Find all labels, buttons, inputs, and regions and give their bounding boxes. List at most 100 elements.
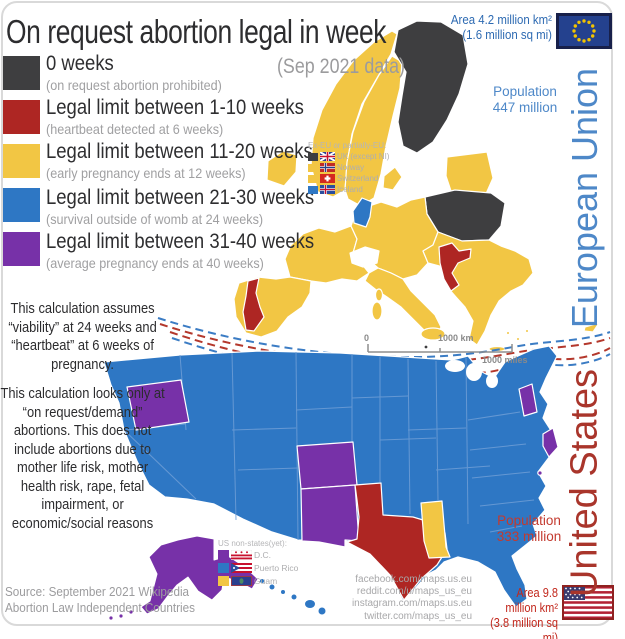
uk-label: UK (except NI) (337, 152, 390, 161)
region-portugal (242, 277, 265, 332)
note-viability: This calculation assumes “viability” at … (8, 300, 157, 373)
switzerland-swatch (308, 174, 318, 183)
social-instagram: instagram.com/maps.us.eu (351, 598, 472, 610)
legend-label-21-30: Legal limit between 21-30 weeks (46, 186, 315, 209)
region-denmark (382, 166, 403, 191)
guam-label: Guam (254, 576, 278, 586)
region-finland (393, 20, 469, 154)
legend-swatch-31-40 (3, 232, 40, 266)
page-subtitle: (Sep 2021 data) (276, 55, 405, 78)
region-hawaii (260, 579, 326, 615)
legend-swatch-1-10 (3, 100, 40, 134)
us-flag-icon (562, 585, 614, 620)
source-note: Source: September 2021 Wikipedia Abortio… (5, 584, 195, 616)
region-malta (423, 344, 429, 350)
puerto-rico-swatch (218, 563, 229, 573)
legend-caption-31-40: (average pregnancy ends at 40 weeks) (46, 255, 264, 271)
page-title: On request abortion legal in week (6, 13, 387, 50)
region-dc (537, 470, 543, 476)
guam-flag-icon (231, 576, 252, 586)
us-map (103, 345, 559, 620)
legend-label-0-weeks: 0 weeks (46, 52, 114, 75)
eu-population-value: 447 million (492, 100, 558, 115)
norway-swatch (308, 163, 318, 172)
legend-caption-0-weeks: (on request abortion prohibited) (46, 77, 222, 93)
legend-caption-11-20: (early pregnancy ends at 12 weeks) (46, 165, 246, 181)
puerto-rico-label: Puerto Rico (254, 563, 299, 573)
social-links: facebook.com/maps.us.eu reddit.com/u/map… (350, 574, 472, 623)
scale-miles-label: 1000 miles (482, 355, 528, 365)
eu-area: Area 4.2 million km² (1.6 million sq mi) (436, 12, 552, 42)
us-sub-row-puerto-rico: Puerto Rico (218, 563, 298, 573)
region-greek-island (505, 330, 511, 336)
eu-sub-row-uk: UK (except NI) (308, 152, 389, 161)
us-area: Area 9.8 million km² (3.8 million sq mi) (484, 586, 558, 639)
norway-label: Norway (337, 163, 365, 172)
us-sub-legend: US non-states(yet): D.C. Puerto Rico (218, 539, 338, 586)
us-area-line1: Area 9.8 million km² (505, 586, 558, 615)
eu-sub-row-switzerland: Switzerland (308, 174, 378, 183)
region-greek-island (515, 336, 521, 342)
dc-swatch (218, 550, 229, 560)
scale-zero-label: 0 (364, 333, 370, 343)
eu-sub-legend-title: Ex-EU or partially-EU: (308, 141, 387, 150)
scale-bar (367, 344, 513, 353)
region-new-jersey (542, 427, 559, 458)
region-oregon (126, 379, 190, 431)
iceland-label: Iceland (337, 185, 363, 194)
legend-label-11-20: Legal limit between 11-20 weeks (46, 140, 313, 163)
switzerland-label: Switzerland (337, 174, 379, 183)
guam-swatch (218, 576, 229, 586)
us-sub-row-guam: Guam (218, 576, 277, 586)
us-population: Population 333 million (494, 513, 564, 545)
region-switzerland-hole (349, 246, 380, 268)
social-twitter: twitter.com/maps_us_eu (364, 610, 472, 622)
dc-flag-icon (231, 550, 252, 560)
us-sub-legend-title: US non-states(yet): (218, 539, 287, 548)
region-colorado (296, 441, 358, 490)
region-vermont (518, 383, 538, 417)
norway-flag-icon (320, 163, 335, 172)
region-cyprus (583, 322, 600, 333)
region-texas (346, 482, 448, 601)
region-corsica (374, 288, 384, 302)
us-area-line2: (3.8 million sq mi) (490, 616, 558, 639)
legend-swatch-21-30 (3, 188, 40, 222)
dc-label: D.C. (254, 550, 271, 560)
social-facebook: facebook.com/maps.us.eu (355, 574, 472, 585)
state-borders (123, 351, 535, 541)
us-sub-row-dc: D.C. (218, 550, 271, 560)
eu-flag-icon (556, 13, 612, 49)
uk-flag-icon (320, 152, 335, 161)
source-line2: Abortion Law Independent Countries (5, 600, 195, 615)
iceland-flag-icon (320, 185, 335, 194)
region-aleutians (109, 610, 133, 620)
legend-swatch-0-weeks (3, 56, 40, 90)
legend-label-31-40: Legal limit between 31-40 weeks (46, 230, 315, 253)
legend-label-1-10: Legal limit between 1-10 weeks (46, 96, 304, 119)
us-population-label: Population (497, 513, 561, 528)
switzerland-flag-icon (320, 174, 335, 183)
scale-km-label: 1000 km (438, 333, 474, 343)
source-line1: Source: September 2021 Wikipedia (5, 584, 190, 599)
uk-swatch (308, 152, 318, 161)
eu-sub-row-iceland: Iceland (308, 185, 363, 194)
region-sardinia (371, 301, 383, 321)
great-lakes (445, 360, 498, 388)
region-netherlands (352, 197, 373, 228)
social-reddit: reddit.com/u/maps_us_eu (356, 586, 472, 598)
region-greek-island (524, 328, 530, 334)
eu-population: Population 447 million (490, 84, 560, 116)
eu-sub-row-norway: Norway (308, 163, 364, 172)
eu-sub-legend: Ex-EU or partially-EU: UK (except NI) No… (308, 141, 418, 194)
region-new-mexico (300, 484, 360, 548)
eu-area-line2: (1.6 million sq mi) (462, 27, 552, 42)
region-sicily (420, 327, 446, 341)
legend-swatch-11-20 (3, 144, 40, 178)
eu-population-label: Population (493, 84, 557, 99)
legend-caption-21-30: (survival outside of womb at 24 weeks) (46, 211, 264, 227)
eu-area-line1: Area 4.2 million km² (450, 12, 552, 27)
region-mississippi (420, 500, 451, 559)
note-scope: This calculation looks only at “on reque… (0, 385, 165, 532)
